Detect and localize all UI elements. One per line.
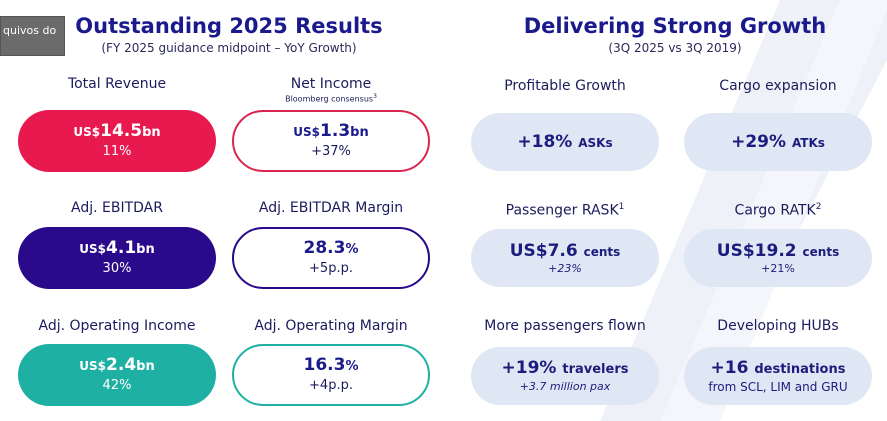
ebitdar-growth: 30% [102,261,132,276]
passengers-label: More passengers flown [484,318,646,334]
ebitdar-margin-label: Adj. EBITDAR Margin [258,200,404,216]
cargo-label: Cargo expansion [719,78,837,94]
op-income-label: Adj. Operating Income [38,318,196,334]
passengers-pill: +19% travelers +3.7 million pax [471,347,659,405]
net-income-pill: US$1.3bn +37% [232,110,430,172]
hubs-pill: +16 destinations from SCL, LIM and GRU [684,347,872,405]
revenue-growth: 11% [102,144,132,159]
op-income-growth: 42% [102,378,132,393]
profitable-pill: +18% ASKs [471,113,659,171]
ebitdar-margin-growth: +5p.p. [309,261,353,276]
right-subtitle: (3Q 2025 vs 3Q 2019) [608,41,742,55]
ebitdar-label: Adj. EBITDAR [71,200,163,216]
net-income-growth: +37% [311,144,351,159]
ebitdar-margin-pill: 28.3% +5p.p. [232,227,430,289]
ratk-pill: US$19.2 cents +21% [684,229,872,287]
op-income-pill: US$2.4bn 42% [18,344,216,406]
revenue-pill: US$14.5bn 11% [18,110,216,172]
ebitdar-pill: US$4.1bn 30% [18,227,216,289]
op-margin-label: Adj. Operating Margin [254,318,408,334]
op-margin-growth: +4p.p. [309,378,353,393]
tooltip: quivos do [0,16,65,56]
rask-label: Passenger RASK1 [505,202,625,219]
left-title: Outstanding 2025 Results [75,14,383,38]
hubs-sub: from SCL, LIM and GRU [708,379,848,394]
net-income-sublabel: Bloomberg consensus3 [285,93,377,104]
rask-pill: US$7.6 cents +23% [471,229,659,287]
right-title: Delivering Strong Growth [523,14,827,38]
ratk-label: Cargo RATK2 [734,202,822,219]
passengers-sub: +3.7 million pax [519,380,611,393]
rask-growth: +23% [548,261,582,275]
cargo-pill: +29% ATKs [684,113,872,171]
revenue-label: Total Revenue [67,76,167,92]
net-income-label: Net Income [290,76,372,92]
left-subtitle: (FY 2025 guidance midpoint – YoY Growth) [101,41,357,55]
profitable-label: Profitable Growth [504,78,626,94]
op-margin-pill: 16.3% +4p.p. [232,344,430,406]
ratk-growth: +21% [761,261,795,275]
hubs-label: Developing HUBs [717,318,839,334]
